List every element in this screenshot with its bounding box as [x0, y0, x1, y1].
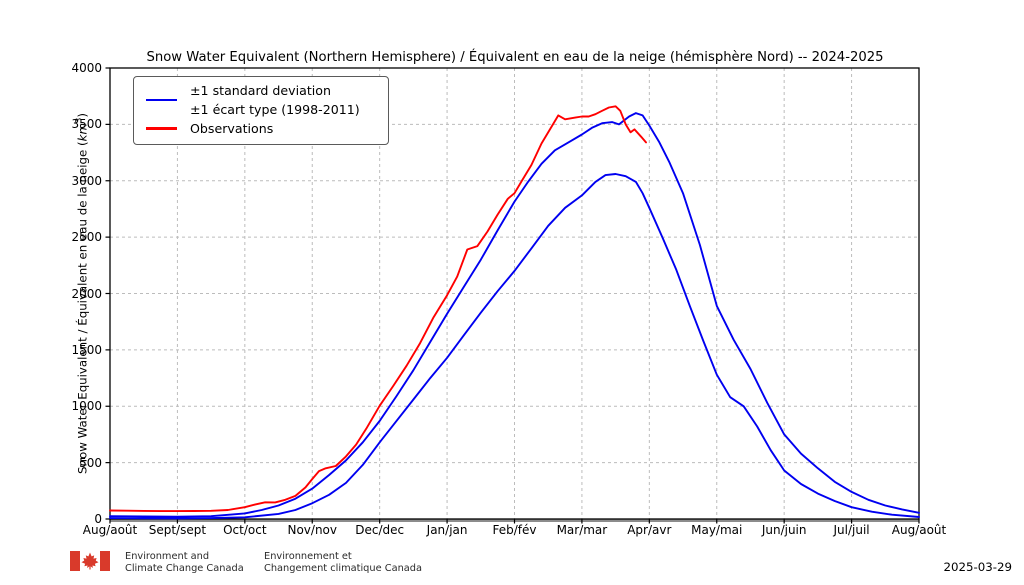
- legend-std-label-fr: ±1 écart type (1998-2011): [190, 102, 360, 117]
- y-tick-label: 2000: [71, 286, 102, 301]
- y-tick-label: 3500: [71, 117, 102, 132]
- plot-frame: [109, 67, 920, 520]
- x-tick-label: Sept/sept: [148, 523, 207, 537]
- series-line-observations: [109, 105, 647, 513]
- y-axis-unit-exponent: 3: [74, 117, 85, 124]
- y-tick-label: 500: [79, 455, 102, 470]
- y-axis-label-suffix: ): [75, 113, 90, 118]
- y-axis-label: Snow Water Equivalent / Équivalent en ea…: [73, 63, 90, 525]
- legend-item-std-label: ±1 standard deviation ±1 écart type (199…: [190, 81, 360, 119]
- legend-item-observations: Observations: [140, 119, 380, 138]
- legend-observations-label: Observations: [190, 121, 274, 136]
- org-name-fr-line1: Environnement et: [264, 551, 352, 562]
- x-tick-label: Mar/mar: [556, 523, 608, 537]
- x-tick-label: Apr/avr: [627, 523, 672, 537]
- y-axis-unit: km: [75, 123, 90, 142]
- series-line-mean-plus-one-std: [109, 112, 920, 518]
- observations-line-swatch: [146, 127, 177, 130]
- y-axis-label-text: Snow Water Equivalent / Équivalent en ea…: [75, 141, 90, 474]
- x-tick-label: Jul/juil: [833, 523, 870, 537]
- org-name-fr-line2: Changement climatique Canada: [264, 562, 423, 574]
- org-name-english: Environment and Climate Change Canada: [125, 551, 244, 575]
- org-name-french: Environnement et Changement climatique C…: [264, 551, 422, 575]
- canada-flag-icon: [70, 551, 110, 571]
- org-name-en-line2: Climate Change Canada: [125, 562, 244, 574]
- y-tick-label: 0: [94, 512, 102, 526]
- y-tick-label: 2500: [71, 230, 102, 245]
- chart-title: Snow Water Equivalent (Northern Hemisphe…: [146, 50, 884, 65]
- x-tick-label: Aug/août: [82, 523, 138, 537]
- y-tick-label: 4000: [71, 61, 102, 75]
- chart-svg: [105, 67, 920, 524]
- x-tick-label: Oct/oct: [223, 523, 267, 537]
- x-tick-label: Nov/nov: [287, 523, 337, 537]
- x-tick-label: May/mai: [691, 523, 743, 537]
- x-tick-label: Jan/jan: [426, 523, 468, 537]
- legend-std-label-en: ±1 standard deviation: [190, 83, 331, 98]
- legend-item-std: ±1 standard deviation ±1 écart type (199…: [140, 81, 380, 119]
- y-tick-label: 1000: [71, 399, 102, 414]
- plot-date: 2025-03-29: [943, 560, 1012, 574]
- maple-leaf-icon: [81, 552, 99, 570]
- y-tick-label: 1500: [71, 342, 102, 357]
- std-deviation-line-swatch: [146, 98, 177, 102]
- chart-legend: ±1 standard deviation ±1 écart type (199…: [133, 76, 389, 145]
- series-line-mean-minus-one-std: [109, 173, 920, 520]
- x-tick-label: Jun/juin: [761, 523, 807, 537]
- x-tick-label: Aug/août: [891, 523, 947, 537]
- x-tick-label: Dec/dec: [355, 523, 405, 537]
- org-name-en-line1: Environment and: [125, 551, 210, 562]
- y-tick-label: 3000: [71, 173, 102, 188]
- x-tick-label: Feb/fév: [492, 523, 537, 537]
